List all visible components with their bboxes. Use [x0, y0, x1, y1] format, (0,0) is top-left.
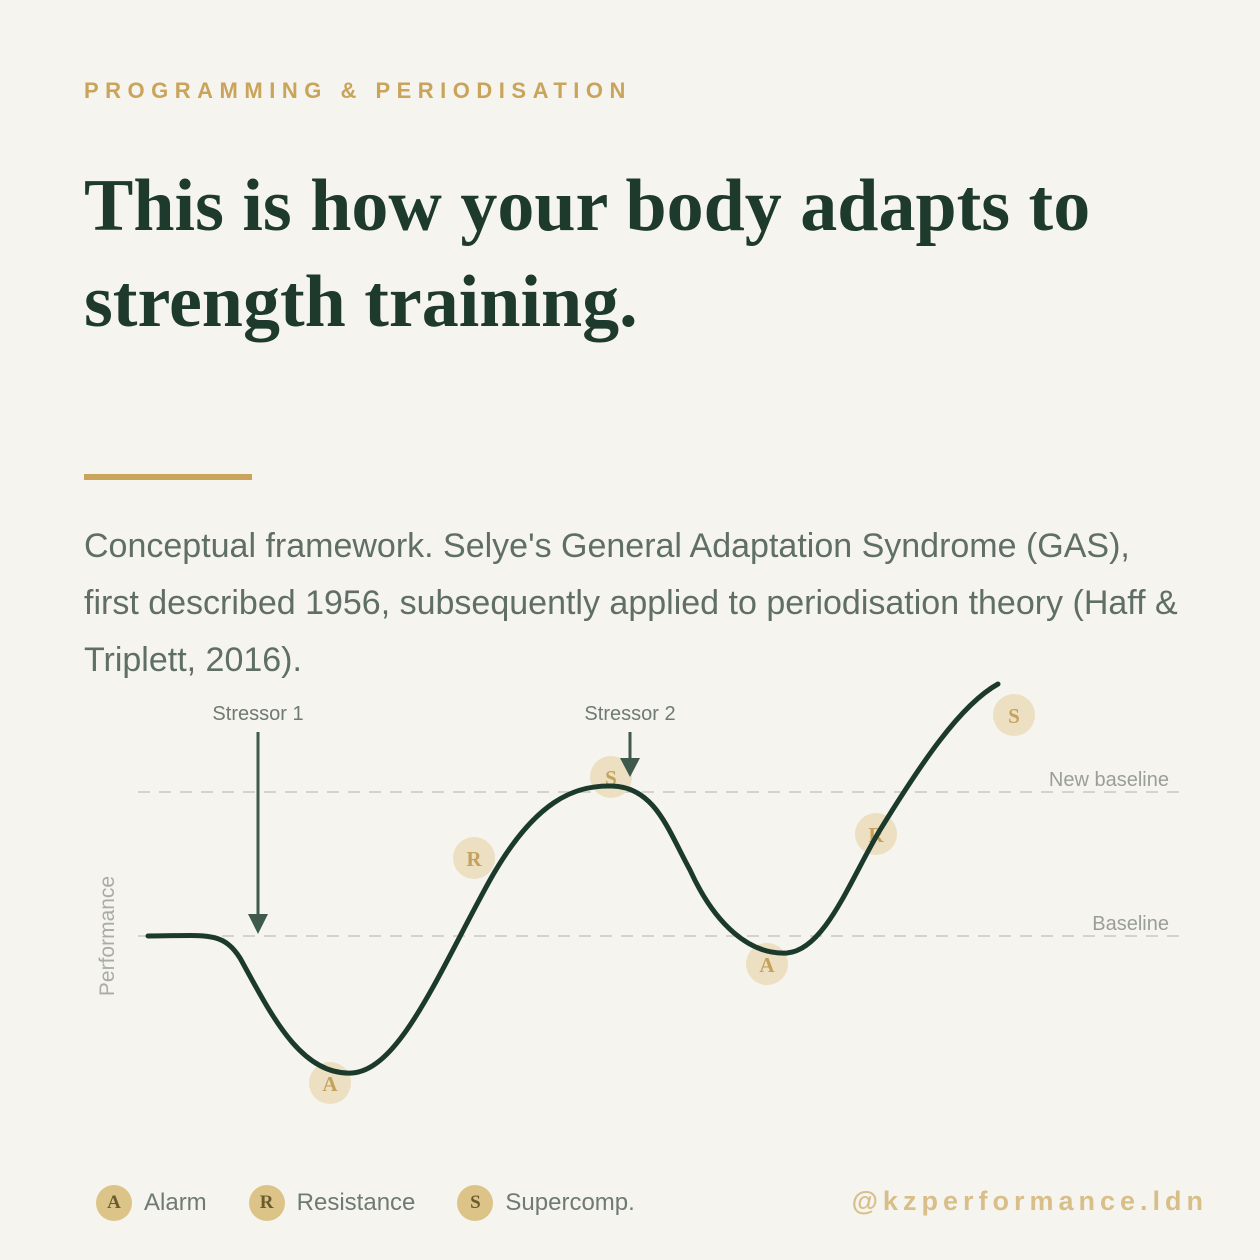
gas-diagram: New baseline Baseline Performance A R S … — [96, 681, 1180, 1104]
marker-letter: A — [322, 1072, 338, 1096]
legend-badge: R — [248, 1185, 285, 1221]
legend-item-resistance: R Resistance — [248, 1185, 416, 1221]
stressor-2-arrowhead — [620, 758, 640, 777]
legend-badge: A — [96, 1185, 132, 1221]
baseline-label: Baseline — [1092, 913, 1169, 935]
marker-letter: A — [759, 953, 775, 977]
marker-letter: S — [1008, 704, 1020, 728]
social-handle: @kzperformance.ldn — [851, 1186, 1208, 1216]
marker-letter: R — [466, 847, 482, 871]
legend-label: Resistance — [296, 1189, 416, 1216]
accent-divider — [84, 474, 252, 480]
adaptation-curve — [145, 681, 1001, 1076]
description-text: Conceptual framework. Selye's General Ad… — [84, 527, 1178, 679]
legend-label: Supercomp. — [505, 1189, 635, 1216]
legend-item-alarm: A Alarm — [96, 1185, 207, 1221]
legend-badge: S — [457, 1185, 494, 1221]
stressor-2-label: Stressor 2 — [584, 703, 675, 725]
legend: A Alarm R Resistance S Supercomp. — [96, 1185, 677, 1221]
legend-item-supercomp: S Supercomp. — [457, 1185, 635, 1221]
eyebrow-category: PROGRAMMING & PERIODISATION — [84, 78, 632, 103]
stressor-1-label: Stressor 1 — [212, 703, 303, 725]
marker-letter: S — [605, 766, 617, 790]
legend-label: Alarm — [144, 1189, 207, 1216]
stressor-1-arrowhead — [248, 914, 268, 934]
y-axis-label: Performance — [96, 876, 119, 996]
marker-supercomp-2: S — [993, 694, 1035, 736]
new-baseline-label: New baseline — [1049, 769, 1169, 791]
marker-resistance-1: R — [453, 837, 495, 879]
page-title: This is how your body adapts to strength… — [84, 165, 1091, 343]
